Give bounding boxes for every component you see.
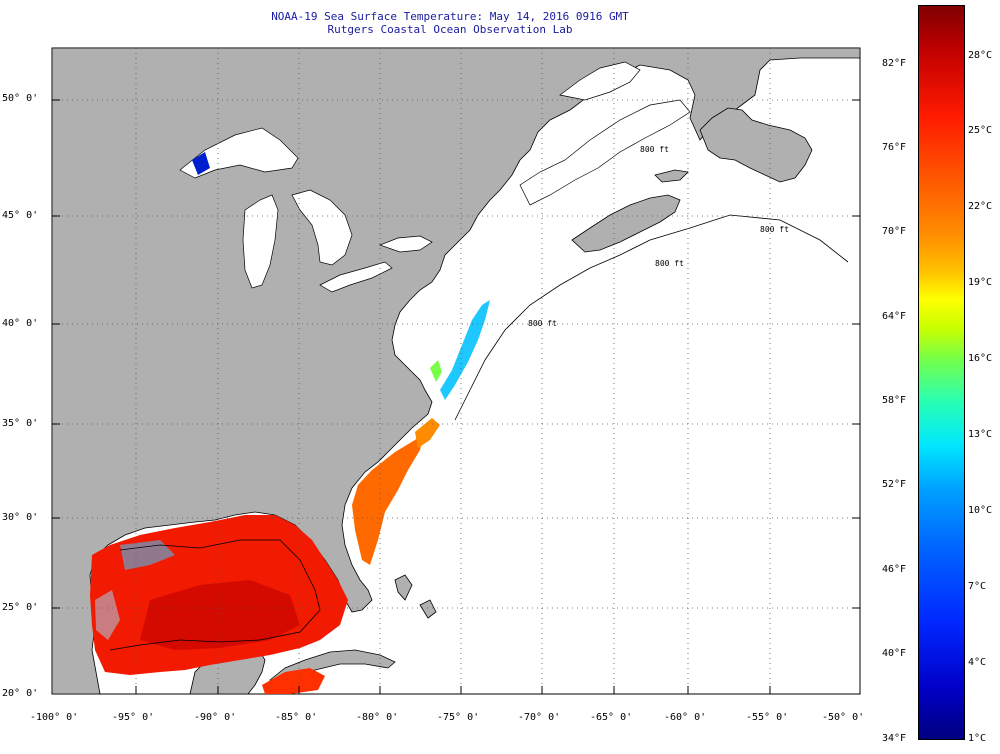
contour-label: 800 ft [640, 145, 669, 154]
contour-labels: 800 ft 800 ft 800 ft 800 ft [528, 145, 789, 328]
lon-label: -70° 0' [518, 712, 561, 723]
contour-800ft [109, 214, 849, 651]
lat-label: 35° 0' [2, 418, 39, 429]
contour-label: 800 ft [528, 319, 557, 328]
colorbar-f-label: 82°F [882, 58, 907, 69]
temperature-colorbar [918, 5, 965, 740]
colorbar-f-label: 58°F [882, 395, 907, 406]
lon-label: -65° 0' [590, 712, 633, 723]
colorbar-f-label: 70°F [882, 226, 907, 237]
colorbar-c-label: 13°C [968, 429, 993, 440]
st-lawrence [519, 99, 691, 206]
colorbar-f-label: 52°F [882, 479, 907, 490]
lat-label: 45° 0' [2, 210, 39, 221]
lon-label: -50° 0' [822, 712, 865, 723]
lake-superior [179, 127, 299, 179]
colorbar-c-label: 10°C [968, 505, 993, 516]
hudson-bay-tip [559, 61, 641, 101]
lon-label: -100° 0' [30, 712, 79, 723]
lat-label: 20° 0' [2, 688, 39, 699]
gulf-cool-patches [120, 540, 175, 570]
axis-ticks [52, 99, 860, 694]
lake-ontario [378, 235, 433, 253]
lake-michigan [242, 194, 279, 289]
mid-atlantic-sst [440, 300, 490, 400]
colorbar-f-label: 34°F [882, 733, 907, 744]
lat-label: 50° 0' [2, 93, 39, 104]
lon-label: -55° 0' [746, 712, 789, 723]
lat-label: 30° 0' [2, 512, 39, 523]
lon-label: -60° 0' [664, 712, 707, 723]
colorbar-c-label: 1°C [968, 733, 987, 744]
florida-east-sst [352, 430, 425, 565]
contour-label: 800 ft [760, 225, 789, 234]
caribbean-sst [262, 668, 325, 694]
carolina-sst [415, 418, 440, 448]
lon-label: -90° 0' [194, 712, 237, 723]
map-title: NOAA-19 Sea Surface Temperature: May 14,… [271, 10, 629, 23]
chesapeake-sst [430, 360, 442, 382]
map-subtitle: Rutgers Coastal Ocean Observation Lab [327, 23, 573, 36]
colorbar-c-label: 28°C [968, 50, 993, 61]
contour-label: 800 ft [655, 259, 684, 268]
lon-label: -95° 0' [112, 712, 155, 723]
colorbar-f-label: 40°F [882, 648, 907, 659]
colorbar-f-label: 64°F [882, 311, 907, 322]
lat-label: 25° 0' [2, 602, 39, 613]
colorbar-c-label: 16°C [968, 353, 993, 364]
colorbar-c-label: 25°C [968, 125, 993, 136]
colorbar-c-label: 22°C [968, 201, 993, 212]
great-lakes [179, 61, 691, 293]
lon-label: -75° 0' [437, 712, 480, 723]
gulf-cool-patches-2 [95, 590, 120, 640]
gulf-warm-core [140, 580, 300, 650]
colorbar-f-label: 46°F [882, 564, 907, 575]
lake-huron [291, 189, 353, 266]
lake-erie [319, 261, 393, 293]
colorbar-c-label: 7°C [968, 581, 987, 592]
lon-label: -80° 0' [356, 712, 399, 723]
lon-label: -85° 0' [275, 712, 318, 723]
colorbar-c-label: 4°C [968, 657, 987, 668]
colorbar-f-label: 76°F [882, 142, 907, 153]
lat-label: 40° 0' [2, 318, 39, 329]
colorbar-c-label: 19°C [968, 277, 993, 288]
lake-superior-cold [192, 152, 210, 175]
